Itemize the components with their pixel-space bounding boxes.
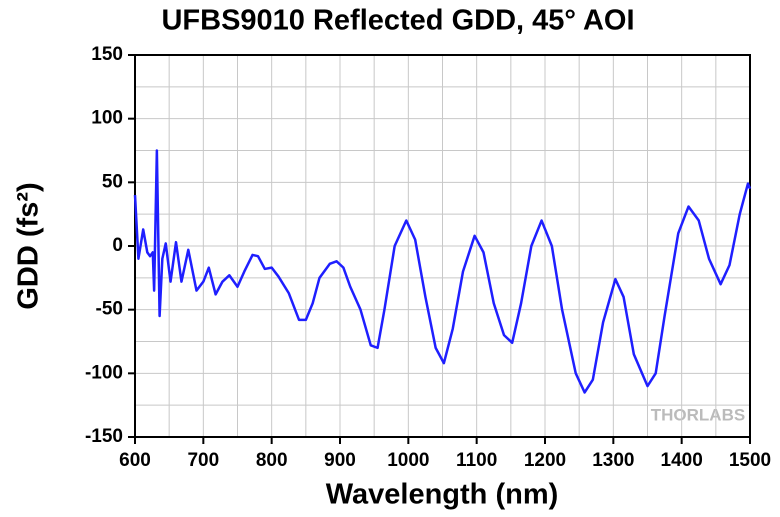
watermark: THORLABS — [651, 405, 745, 424]
y-tick-label: -50 — [96, 299, 123, 320]
y-tick-label: 150 — [91, 44, 123, 65]
y-tick-label: -150 — [85, 426, 123, 447]
x-tick-label: 1100 — [456, 450, 497, 471]
x-tick-label: 1000 — [387, 450, 429, 471]
y-tick-label: 0 — [112, 235, 123, 256]
y-tick-label: -100 — [85, 362, 123, 383]
x-tick-label: 700 — [187, 450, 219, 471]
x-tick-label: 1200 — [524, 450, 566, 471]
y-tick-label: 100 — [91, 108, 123, 129]
plot-frame — [134, 54, 751, 438]
y-tick-label: 50 — [102, 171, 123, 192]
x-tick-label: 1300 — [592, 450, 634, 471]
x-tick-label: 600 — [119, 450, 151, 471]
x-tick-label: 900 — [324, 450, 356, 471]
x-tick-label: 800 — [256, 450, 288, 471]
y-axis-label: GDD (fs²) — [13, 182, 45, 309]
data-line — [133, 149, 752, 394]
x-axis-label: Wavelength (nm) — [326, 479, 559, 511]
x-tick-label: 1500 — [729, 450, 771, 471]
x-tick-label: 1400 — [661, 450, 703, 471]
chart-title: UFBS9010 Reflected GDD, 45° AOI — [161, 5, 634, 37]
